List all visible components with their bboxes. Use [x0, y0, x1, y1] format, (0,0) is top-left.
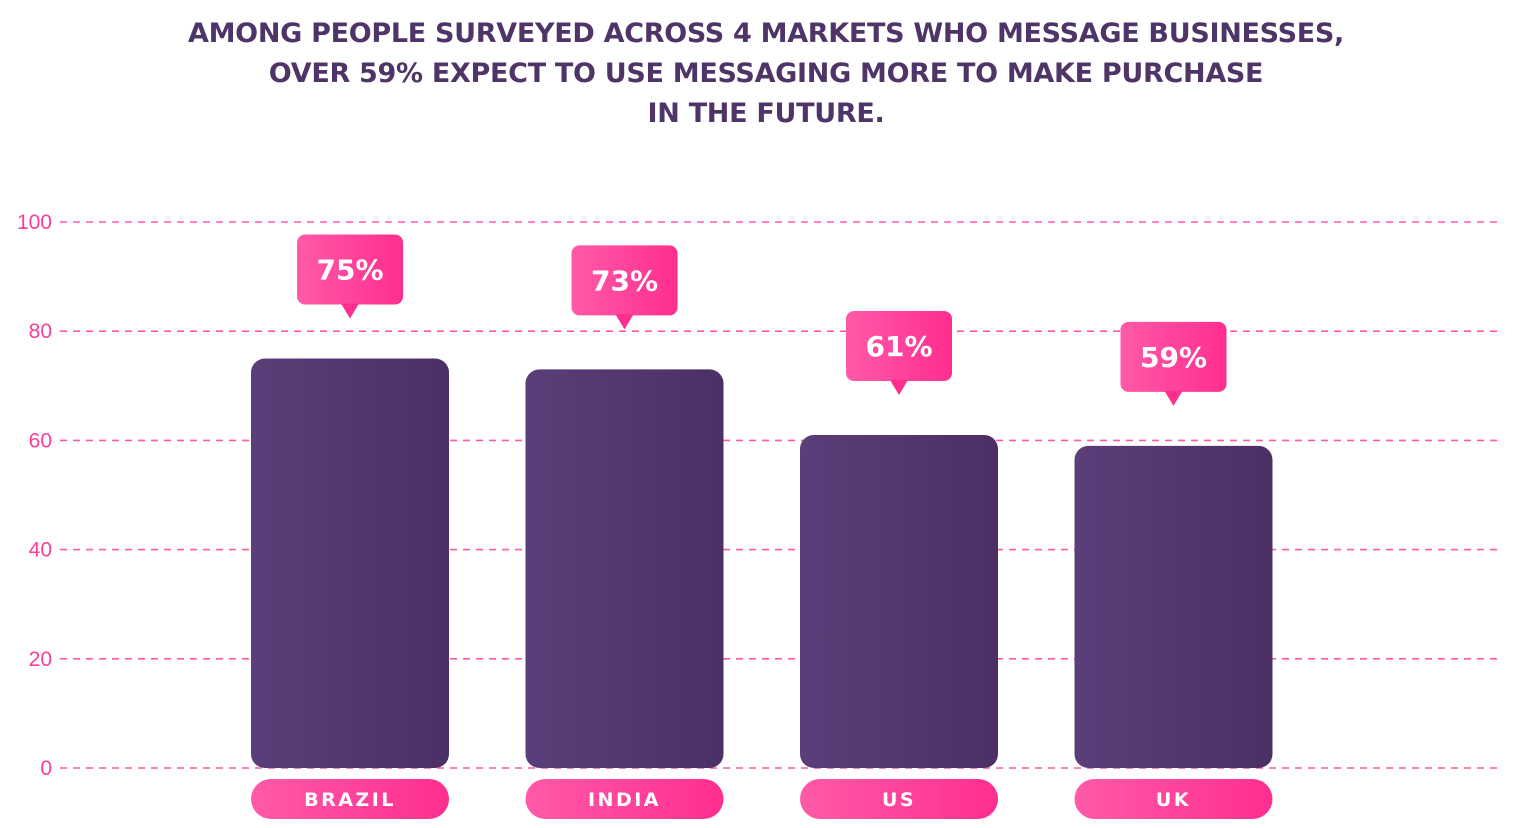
bar — [525, 369, 724, 768]
chart-title: AMONG PEOPLE SURVEYED ACROSS 4 MARKETS W… — [0, 14, 1532, 134]
value-label: 61% — [865, 330, 932, 363]
category-label: UK — [1156, 789, 1191, 811]
value-callout: 73% — [571, 245, 678, 330]
y-axis-ticks: 0 20 40 60 80 100 — [17, 211, 52, 780]
value-label: 59% — [1140, 341, 1207, 374]
y-tick-label: 100 — [17, 211, 52, 234]
y-tick-label: 80 — [29, 320, 52, 343]
callout-box — [297, 234, 403, 305]
callout-pointer — [341, 303, 359, 319]
callout-box — [571, 245, 678, 316]
callout-pointer — [890, 379, 908, 395]
value-callouts: 75% 73% 61% 59% — [297, 234, 1227, 406]
category-label: BRAZIL — [304, 789, 396, 811]
callout-box — [846, 310, 952, 381]
chart-title-line: IN THE FUTURE. — [647, 98, 885, 129]
y-tick-label: 60 — [29, 429, 52, 452]
category-pill-bg — [251, 779, 449, 819]
value-callout: 61% — [846, 310, 952, 395]
value-callout: 75% — [297, 234, 403, 319]
category-pill: US — [800, 779, 998, 819]
category-pill-bg — [800, 779, 998, 819]
category-labels: BRAZIL INDIA US UK — [251, 779, 1273, 819]
category-pill-bg — [1074, 779, 1273, 819]
value-label: 75% — [316, 254, 383, 287]
callout-pointer — [615, 314, 634, 330]
category-pill: UK — [1074, 779, 1273, 819]
category-label: US — [882, 789, 916, 811]
value-label: 73% — [591, 264, 658, 297]
bars — [251, 358, 1273, 768]
bar — [800, 434, 998, 768]
y-tick-label: 0 — [40, 757, 52, 780]
bar — [1074, 445, 1273, 768]
y-tick-label: 40 — [29, 539, 52, 562]
category-label: INDIA — [588, 789, 661, 811]
chart-title-line: OVER 59% EXPECT TO USE MESSAGING MORE TO… — [268, 58, 1264, 89]
callout-pointer — [1164, 390, 1183, 406]
category-pill: INDIA — [525, 779, 724, 819]
bar — [251, 358, 449, 768]
category-pill: BRAZIL — [251, 779, 449, 819]
callout-box — [1120, 321, 1227, 392]
category-pill-bg — [525, 779, 724, 819]
y-tick-label: 20 — [29, 648, 52, 671]
chart-title-line: AMONG PEOPLE SURVEYED ACROSS 4 MARKETS W… — [188, 18, 1344, 49]
value-callout: 59% — [1120, 321, 1227, 406]
